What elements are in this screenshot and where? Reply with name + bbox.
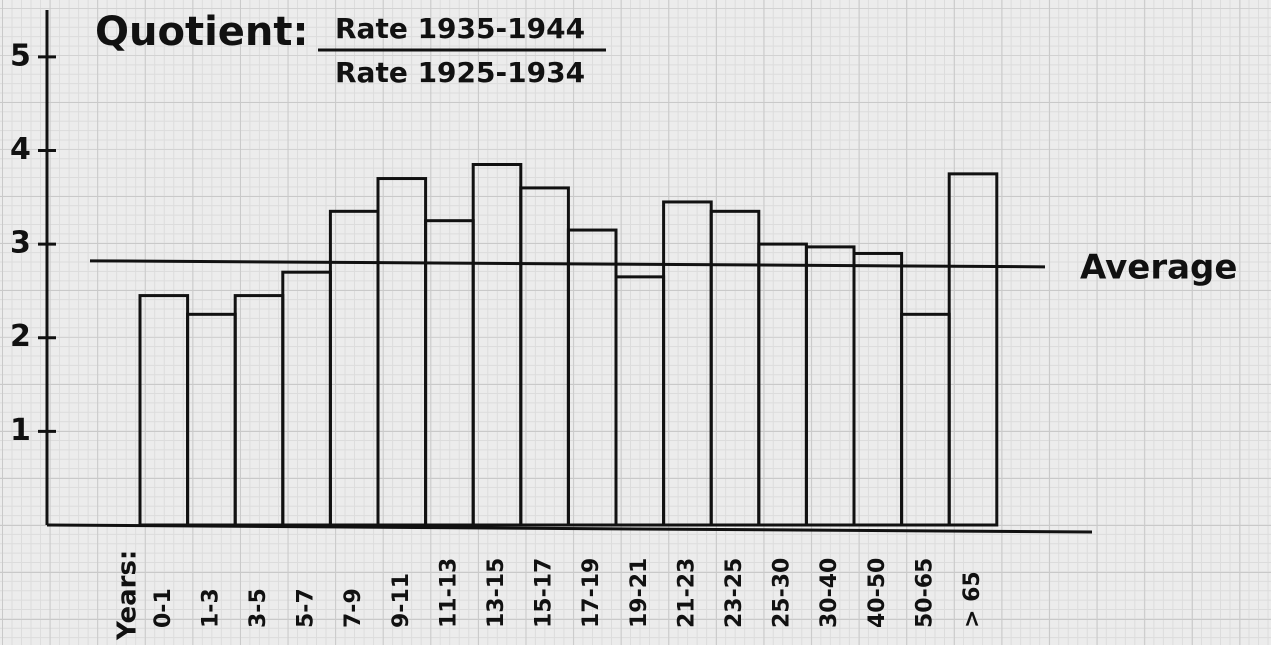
bar bbox=[473, 165, 521, 526]
denominator: Rate 1925-1934 bbox=[335, 56, 585, 89]
bar bbox=[235, 296, 283, 525]
chart-title: Quotient: bbox=[95, 9, 309, 55]
x-tick-label: 30-40 bbox=[817, 558, 842, 628]
bar bbox=[854, 253, 902, 525]
x-tick-label: 1-3 bbox=[198, 588, 223, 628]
x-tick-label: 11-13 bbox=[436, 558, 461, 628]
x-axis-label: Years: bbox=[113, 550, 143, 641]
x-tick-label: 15-17 bbox=[532, 558, 557, 628]
bar bbox=[759, 244, 807, 525]
bar bbox=[616, 277, 664, 525]
x-tick-label: 40-50 bbox=[865, 558, 890, 628]
x-tick-label: 17-19 bbox=[579, 558, 604, 628]
bar bbox=[283, 272, 331, 525]
bar bbox=[664, 202, 712, 525]
x-tick-label: 25-30 bbox=[770, 558, 795, 628]
bar bbox=[140, 296, 188, 525]
bar bbox=[426, 221, 474, 525]
x-tick-label: 7-9 bbox=[341, 588, 366, 628]
x-tick-label: 3-5 bbox=[246, 588, 271, 628]
bar bbox=[330, 211, 378, 525]
x-tick-label: > 65 bbox=[960, 571, 985, 628]
x-tick-label: 50-65 bbox=[912, 558, 937, 628]
bar bbox=[568, 230, 616, 525]
x-tick-label: 5-7 bbox=[294, 588, 319, 628]
bar bbox=[521, 188, 569, 525]
bar bbox=[902, 314, 950, 525]
y-tick-label: 3 bbox=[10, 226, 31, 261]
bar bbox=[378, 179, 426, 525]
y-tick-label: 1 bbox=[10, 413, 31, 448]
bar bbox=[188, 314, 236, 525]
numerator: Rate 1935-1944 bbox=[335, 12, 585, 45]
x-tick-label: 0-1 bbox=[151, 588, 176, 628]
average-label: Average bbox=[1080, 247, 1237, 287]
x-tick-label: 13-15 bbox=[484, 558, 509, 628]
y-tick-label: 2 bbox=[10, 319, 31, 354]
bar bbox=[711, 211, 759, 525]
x-tick-label: 19-21 bbox=[627, 558, 652, 628]
chart: Quotient: Rate 1935-1944 Rate 1925-1934 … bbox=[0, 0, 1271, 645]
x-tick-label: 23-25 bbox=[722, 558, 747, 628]
x-tick-label: 21-23 bbox=[674, 558, 699, 628]
x-tick-label: 9-11 bbox=[389, 573, 414, 628]
bar bbox=[806, 247, 854, 525]
y-tick-label: 5 bbox=[10, 38, 31, 73]
y-tick-label: 4 bbox=[10, 132, 31, 167]
bar bbox=[949, 174, 997, 525]
